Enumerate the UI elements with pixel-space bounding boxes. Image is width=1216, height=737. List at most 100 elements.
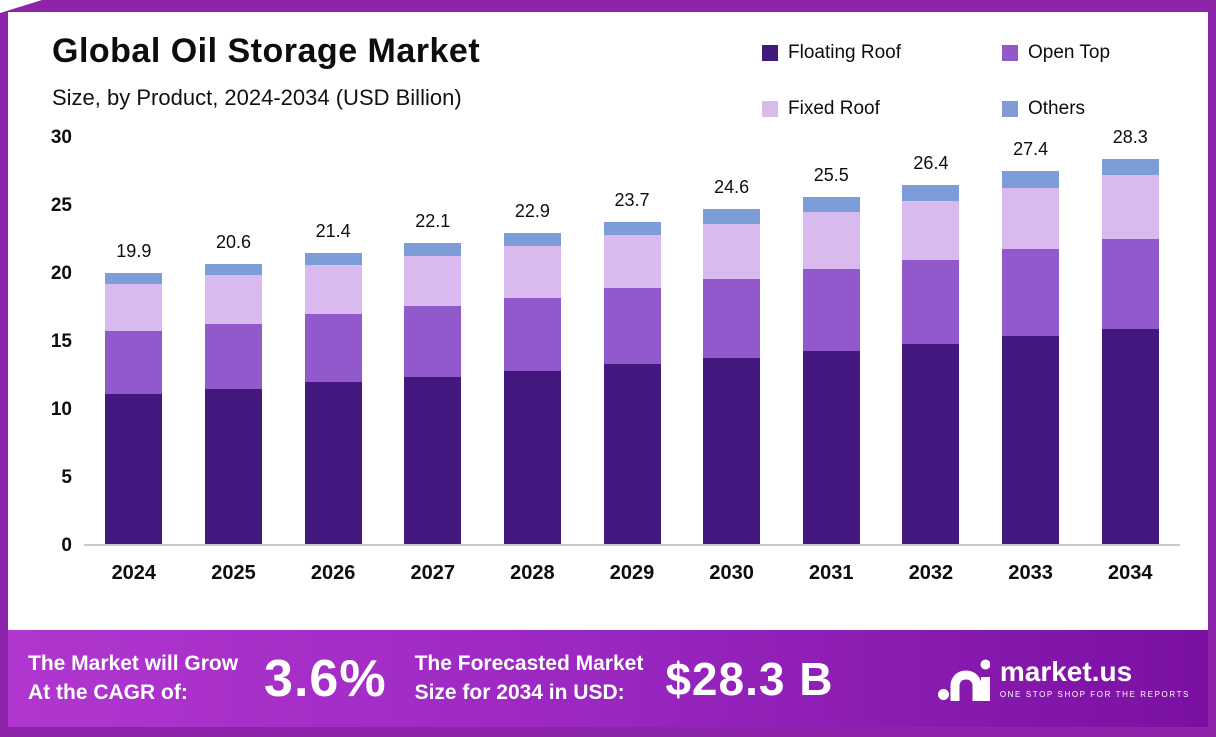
bar-segment-others: [404, 243, 462, 256]
stacked-bar: [204, 263, 262, 544]
bar-segment-fixed-roof: [703, 224, 761, 279]
bar-segment-others: [802, 197, 860, 213]
bar-segment-others: [1101, 159, 1159, 176]
x-axis-label: 2033: [1008, 562, 1053, 584]
bar-group-2028: 22.9: [483, 138, 583, 544]
x-axis-label: 2031: [809, 562, 854, 584]
bar-segment-floating-roof: [703, 357, 761, 544]
x-axis-label: 2032: [908, 562, 954, 584]
bar-total-label: 22.1: [415, 211, 451, 232]
bar-total-label: 21.4: [315, 220, 351, 241]
legend-swatch-floating-roof: [762, 45, 778, 61]
plot-area: 19.9 20.6 21.4 22.1 22.9 23.7 24.6 25.5 26.4 27.4…: [84, 127, 1180, 546]
corner-notch: [0, 0, 42, 13]
bar-segment-open-top: [1101, 239, 1159, 330]
bar-segment-open-top: [902, 259, 960, 345]
bar-segment-fixed-roof: [902, 201, 960, 260]
marketus-logo-icon: [937, 659, 990, 701]
stacked-bar: [802, 197, 860, 544]
x-axis-label: 2028: [510, 562, 555, 584]
legend-label-others: Others: [1028, 98, 1086, 119]
bar-group-2030: 24.6: [682, 138, 782, 544]
page-subtitle: Size, by Product, 2024-2034 (USD Billion…: [52, 85, 462, 110]
logo-tagline: ONE STOP SHOP FOR THE REPORTS: [999, 690, 1190, 699]
bar-segment-open-top: [204, 323, 262, 389]
legend-label-open-top: Open Top: [1028, 42, 1111, 63]
y-tick-label: 10: [50, 399, 72, 420]
bar-total-label: 28.3: [1112, 127, 1148, 148]
legend-item-fixed-roof: Fixed Roof: [762, 98, 1002, 120]
bar-segment-open-top: [503, 297, 561, 372]
bar-group-2024: 19.9: [84, 138, 184, 544]
legend-label-fixed-roof: Fixed Roof: [788, 98, 880, 119]
y-tick-label: 0: [61, 535, 72, 556]
bar-total-label: 20.6: [215, 231, 251, 252]
bar-group-2034: 28.3: [1080, 127, 1180, 544]
logo-text: market.us: [999, 656, 1133, 687]
bar-segment-others: [503, 232, 561, 247]
y-tick-label: 15: [50, 331, 72, 352]
bar-segment-open-top: [1002, 248, 1060, 336]
x-axis: 2024 2025 2026 2027 2028 2029 2030 2031 2032 2033…: [84, 546, 1180, 585]
forecast-label-line1: The Forecasted Market: [414, 652, 644, 676]
chart-area: 30 25 20 15 10 5 0 19.9 20.6 21.4 22.1 22.9 23.7 24.…: [38, 127, 1180, 630]
logo-text-block: market.us ONE STOP SHOP FOR THE REPORTS: [999, 656, 1190, 700]
stacked-bar: [902, 185, 960, 544]
bar-segment-fixed-roof: [503, 246, 561, 298]
legend-swatch-fixed-roof: [762, 101, 778, 117]
chart-card: Global Oil Storage Market Size, by Produ…: [8, 12, 1208, 630]
y-tick-label: 30: [50, 127, 72, 148]
bar-segment-open-top: [304, 314, 362, 383]
bar-group-2031: 25.5: [781, 138, 881, 544]
bar-group-2025: 20.6: [184, 138, 284, 544]
bar-segment-fixed-roof: [404, 255, 462, 307]
bar-segment-fixed-roof: [304, 265, 362, 315]
bar-segment-open-top: [105, 330, 163, 395]
bar-group-2032: 26.4: [881, 138, 981, 544]
stacked-bar: [304, 252, 362, 544]
bar-segment-fixed-roof: [105, 284, 163, 331]
bar-segment-floating-roof: [603, 364, 661, 544]
bar-segment-fixed-roof: [802, 212, 860, 270]
forecast-value: $28.3 B: [665, 652, 834, 705]
bar-segment-floating-roof: [105, 394, 163, 544]
bar-segment-others: [902, 185, 960, 202]
x-axis-label: 2024: [111, 562, 157, 584]
stacked-bar: [1101, 159, 1159, 544]
x-axis-label: 2027: [410, 562, 455, 584]
legend-item-open-top: Open Top: [1002, 42, 1172, 64]
bar-segment-others: [703, 209, 761, 225]
marketus-logo: market.us ONE STOP SHOP FOR THE REPORTS: [937, 656, 1190, 701]
stacked-bar: [105, 273, 163, 544]
bar-segment-open-top: [603, 288, 661, 365]
y-tick-label: 20: [50, 263, 72, 284]
bar-total-label: 25.5: [813, 165, 849, 186]
legend-label-floating-roof: Floating Roof: [788, 42, 902, 63]
bar-total-label: 27.4: [1013, 139, 1049, 160]
legend-swatch-open-top: [1002, 45, 1018, 61]
x-axis-label: 2026: [310, 562, 356, 584]
bar-segment-floating-roof: [1101, 329, 1159, 544]
cagr-label-line1: The Market will Grow: [28, 652, 239, 676]
bar-segment-others: [603, 221, 661, 236]
bar-total-label: 19.9: [116, 241, 152, 262]
bar-group-2027: 22.1: [383, 138, 483, 544]
chart-header: Global Oil Storage Market Size, by Produ…: [38, 32, 1180, 120]
plot-wrap: 19.9 20.6 21.4 22.1 22.9 23.7 24.6 25.5 26.4 27.4…: [84, 127, 1180, 630]
bar-segment-floating-roof: [304, 382, 362, 544]
bar-segment-fixed-roof: [1002, 187, 1060, 249]
legend-item-others: Others: [1002, 98, 1172, 120]
bottom-banner: The Market will Grow At the CAGR of: 3.6…: [8, 630, 1208, 727]
bar-group-2026: 21.4: [283, 138, 383, 544]
bar-segment-open-top: [802, 269, 860, 351]
forecast-label: The Forecasted Market Size for 2034 in U…: [415, 650, 644, 707]
x-axis-label: 2029: [609, 562, 655, 584]
bar-segment-floating-roof: [503, 371, 561, 544]
y-tick-label: 5: [61, 467, 72, 488]
bar-total-label: 23.7: [614, 189, 650, 210]
bar-segment-others: [105, 273, 163, 285]
page-title: Global Oil Storage Market: [52, 32, 481, 70]
legend-item-floating-roof: Floating Roof: [762, 42, 1002, 64]
stacked-bar: [603, 221, 661, 544]
bar-segment-floating-roof: [204, 388, 262, 544]
